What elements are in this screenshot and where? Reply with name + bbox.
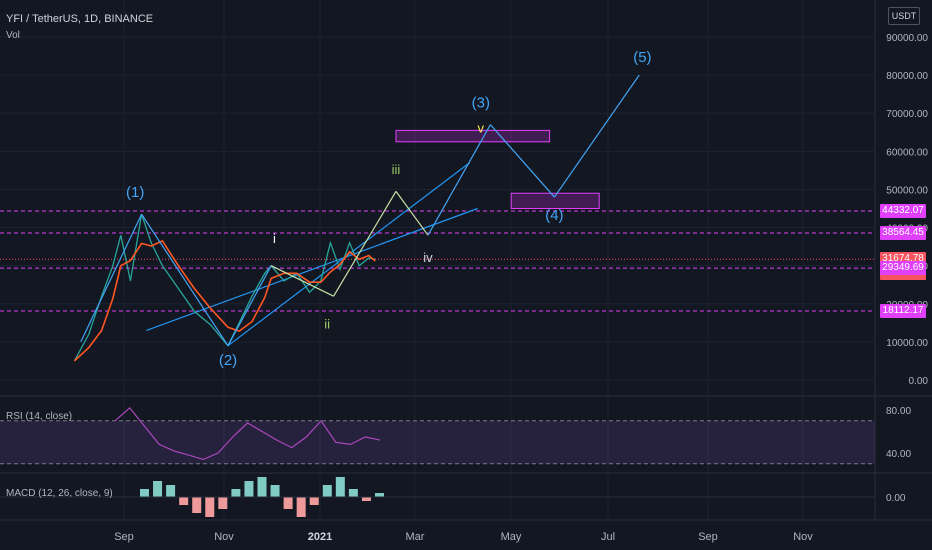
- macd-bar: [348, 489, 358, 497]
- rsi-line: [114, 407, 381, 461]
- macd-bar: [375, 493, 384, 497]
- price-level-tag: 38564.45: [880, 226, 926, 241]
- moving-average-line: [73, 239, 376, 362]
- macd-bar: [231, 489, 241, 497]
- wave-label: (2): [219, 352, 237, 369]
- macd-bar: [166, 485, 176, 497]
- channel-line: [146, 207, 478, 332]
- wave-segment: [227, 265, 272, 346]
- wave-label: (1): [126, 184, 144, 201]
- wave-label: (4): [545, 207, 563, 224]
- macd-bar: [361, 497, 371, 501]
- wave-label: iv: [423, 250, 433, 265]
- wave-segment: [427, 124, 491, 236]
- target-zone: [510, 192, 600, 209]
- price-tick-label: 0.00: [909, 376, 929, 387]
- wave-segment: [395, 190, 429, 236]
- price-level-tag: 44332.07: [880, 204, 926, 219]
- price-levels: [0, 210, 875, 312]
- macd-pane: 0.00: [0, 477, 906, 517]
- macd-bar: [296, 497, 306, 517]
- target-zones: [395, 129, 600, 209]
- wave-segment: [80, 213, 143, 343]
- time-tick-label: Jul: [601, 531, 615, 543]
- macd-bar: [153, 481, 163, 497]
- macd-bar: [244, 481, 254, 497]
- time-tick-label: Sep: [114, 531, 134, 543]
- wave-segment: [270, 265, 334, 297]
- rsi-band: [0, 420, 875, 464]
- price-tick-label: 50000.00: [886, 185, 928, 196]
- price-line: [73, 213, 376, 362]
- time-tick-label: 2021: [308, 531, 332, 543]
- chart-grid: [0, 0, 932, 521]
- wave-segment: [489, 124, 555, 198]
- rsi-label: RSI (14, close): [6, 411, 73, 422]
- time-axis: Sep Nov 2021 Mar May Jul Sep Nov: [114, 531, 813, 543]
- macd-bar: [257, 477, 267, 497]
- macd-bar: [218, 497, 228, 509]
- price-tick-label: 10000.00: [886, 338, 928, 349]
- macd-bar: [283, 497, 293, 509]
- wave-segment: [333, 191, 397, 297]
- trend-channels: [146, 162, 478, 347]
- macd-bar: [270, 485, 280, 497]
- elliott-wave-path: [80, 74, 640, 347]
- price-level-tag: 18112.17: [880, 303, 926, 318]
- price-tick-label: 90000.00: [886, 33, 928, 44]
- wave-segment: [141, 213, 229, 347]
- rsi-tick-label: 40.00: [886, 449, 911, 460]
- symbol-title: YFI / TetherUS, 1D, BINANCE: [6, 13, 154, 25]
- time-tick-label: Sep: [698, 531, 718, 543]
- macd-bar: [205, 497, 215, 517]
- time-tick-label: Nov: [214, 531, 234, 543]
- macd-bar: [322, 485, 332, 497]
- macd-tick-label: 0.00: [886, 493, 906, 504]
- price-tick-label: 60000.00: [886, 147, 928, 158]
- macd-bar: [179, 497, 189, 505]
- wave-label: v: [478, 120, 485, 135]
- wave-label: i: [273, 231, 276, 246]
- price-tick-label: 70000.00: [886, 109, 928, 120]
- time-tick-label: May: [501, 531, 522, 543]
- macd-bar: [309, 497, 319, 505]
- price-series: [73, 213, 376, 362]
- rsi-pane: 80.00 40.00: [0, 406, 911, 465]
- wave-segment: [553, 74, 640, 198]
- wave-label: iii: [392, 162, 401, 177]
- time-tick-label: Nov: [793, 531, 813, 543]
- macd-bar: [140, 489, 149, 497]
- currency-badge[interactable]: USDT: [888, 7, 920, 25]
- rsi-tick-label: 80.00: [886, 406, 911, 417]
- macd-label: MACD (12, 26, close, 9): [6, 488, 113, 499]
- wave-label: ii: [324, 317, 330, 332]
- time-tick-label: Mar: [406, 531, 425, 543]
- volume-label: Vol: [6, 30, 20, 41]
- wave-label: (5): [633, 49, 651, 66]
- macd-bar: [192, 497, 202, 513]
- price-tick-label: 80000.00: [886, 71, 928, 82]
- price-level-tag: 29349.69: [880, 261, 926, 276]
- target-zone: [395, 129, 551, 143]
- wave-label: (3): [472, 95, 490, 112]
- channel-line: [227, 162, 470, 347]
- macd-bar: [335, 477, 345, 497]
